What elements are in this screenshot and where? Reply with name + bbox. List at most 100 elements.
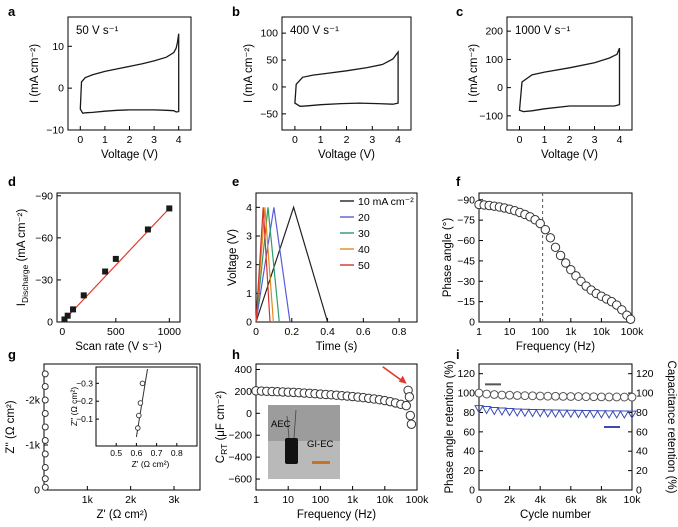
panel-i-capacitance-point [573, 409, 584, 419]
panel-f-ytick-label: −90 [457, 194, 475, 206]
panel-f-xtick-label: 1k [565, 326, 577, 338]
panel-f-ytick-label: −30 [457, 276, 475, 288]
panel-g-inset-xtick-label: 0.5 [110, 448, 122, 458]
panel-f-point [625, 314, 636, 324]
panel-g-point [41, 437, 49, 444]
panel-e-letter: e [232, 174, 239, 189]
panel-c-cv-curve [518, 47, 621, 113]
panel-i-right-ytick-label: 120 [636, 368, 654, 380]
panel-e-xlabel: Time (s) [316, 341, 358, 353]
panel-g-inset-xtick-label: 0.8 [171, 448, 183, 458]
panel-i-letter: i [456, 347, 460, 362]
panel-g-xtick-label: 1k [82, 494, 94, 506]
panel-i-phase-point [543, 391, 553, 401]
panel-f-xtick-label: 10k [593, 326, 611, 338]
panel-g-point [41, 410, 49, 417]
panel-a-xlabel: Voltage (V) [101, 149, 158, 161]
panel-i-ytick-label: 80 [463, 407, 475, 419]
panel-a-ytick-label: 0 [58, 83, 64, 95]
panel-e-series-4 [255, 207, 271, 323]
panel-i-phase-point [612, 392, 622, 402]
panel-g-point [41, 483, 49, 491]
panel-c-annotation: 1000 V s⁻¹ [515, 25, 570, 37]
panel-d-ytick-label: −60 [35, 232, 53, 244]
panel-i-capacitance-point [497, 407, 507, 417]
panel-d-ytick-label: −30 [35, 274, 53, 286]
panel-h-photo-label-aec: AEC [271, 419, 291, 430]
panel-a-ytick-label: −10 [46, 125, 64, 137]
panel-b-xlabel: Voltage (V) [318, 149, 375, 161]
panel-g-inset-ytick-label: −0.2 [76, 396, 93, 406]
panel-h-xtick-label: 1k [347, 494, 359, 506]
panel-i-capacitance-point [627, 410, 637, 420]
panel-a-ylabel: I (mA cm⁻²) [29, 44, 41, 103]
panel-d-point [64, 312, 71, 319]
panel-f-point [535, 218, 545, 229]
panel-f-xtick-label: 100 [531, 326, 549, 338]
panel-h-point [401, 400, 411, 411]
panel-i-phase-point [551, 391, 560, 401]
panel-i-phase-point [505, 390, 515, 400]
panel-f-ytick-label: −60 [457, 235, 475, 247]
panel-b-annotation: 400 V s⁻¹ [290, 25, 339, 37]
panel-h-arrowhead [398, 375, 407, 384]
panel-g-inset-point [137, 400, 144, 406]
panel-f-ytick-label: −15 [457, 296, 475, 308]
panel-i-phase-point [581, 392, 591, 402]
panel-f-point [566, 265, 576, 275]
panel-g-ylabel: Z'' (Ω cm²) [5, 400, 17, 453]
panel-e-ytick-label: 4 [246, 202, 252, 214]
panel-h-letter: h [232, 347, 240, 362]
panel-i-right-ytick-label: 20 [636, 465, 648, 477]
panel-g-point [41, 396, 49, 404]
panel-i-phase-point [497, 390, 507, 400]
panel-c-xtick-label: 0 [517, 134, 523, 146]
panel-d-point [166, 205, 173, 212]
panel-f-xtick-label: 100k [621, 326, 645, 338]
panel-i-phase-point [512, 391, 522, 400]
panel-i-capacitance-point [474, 405, 484, 414]
panel-c-xlabel: Voltage (V) [541, 149, 598, 161]
panel-f-ytick-label: 0 [469, 317, 475, 329]
panel-h-photo-upper [268, 405, 340, 441]
panel-i-xtick-label: 6k [565, 494, 577, 506]
panel-b-letter: b [232, 4, 240, 19]
panel-b-cv-curve [294, 50, 399, 107]
panel-i-xtick-label: 0 [476, 494, 482, 506]
panel-h-xtick-label: 10 [282, 494, 294, 506]
panel-e-ylabel: Voltage (V) [227, 229, 239, 286]
panel-g-point [41, 423, 49, 431]
panel-i-phase-point [589, 392, 599, 402]
panel-i-capacitance-point [535, 409, 546, 418]
panel-g-inset-xlabel: Z' (Ω cm²) [132, 459, 170, 469]
panel-e-ytick-label: 0 [246, 317, 252, 329]
panel-h-xtick-label: 1 [253, 494, 259, 506]
panel-g-point [41, 370, 49, 378]
panel-i-capacitance-point [619, 410, 630, 420]
panel-i-xtick-label: 2k [504, 494, 516, 506]
panel-h-ylabel: CRT (μF cm⁻²) [215, 391, 229, 464]
panel-c-xtick-label: 4 [617, 134, 623, 146]
panel-h-xtick-label: 100 [312, 494, 330, 506]
panel-h-photo-giec-device [312, 461, 330, 464]
panel-g-point [41, 475, 49, 483]
panel-h-photo-lead [293, 409, 297, 439]
panel-h-photo-lead [286, 415, 290, 439]
panel-g-xlabel: Z' (Ω cm²) [96, 509, 147, 521]
panel-i-phase-point [489, 390, 499, 399]
panel-i-ytick-label: 40 [463, 446, 475, 458]
panel-f-point [555, 250, 566, 261]
panel-i-ytick-label: 100 [457, 388, 475, 400]
panel-i-right-ytick-label: 40 [636, 446, 648, 458]
panel-h-ytick-label: 0 [246, 408, 252, 420]
panel-h-point [404, 392, 415, 402]
panel-d-point [80, 292, 87, 299]
panel-g-point [41, 464, 49, 471]
panel-g-ytick-label: 0 [34, 485, 40, 497]
panel-i-ytick-label: 120 [457, 368, 475, 380]
panel-g-inset-point [136, 412, 142, 419]
panel-i-capacitance-point [611, 410, 622, 419]
panel-a-letter: a [8, 4, 16, 19]
panel-g-inset-xtick-label: 0.7 [151, 448, 163, 458]
